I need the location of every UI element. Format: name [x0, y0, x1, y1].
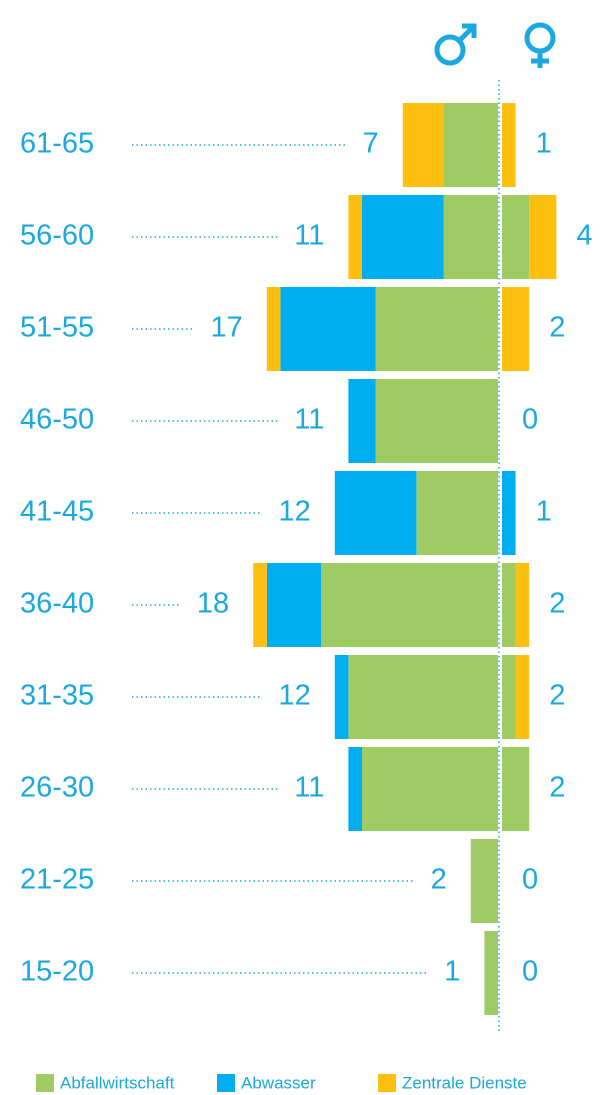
male-bar — [443, 103, 498, 187]
male-bar — [416, 471, 498, 555]
male-bar — [348, 379, 376, 463]
female-bar — [502, 287, 530, 371]
male-bar — [470, 839, 498, 923]
age-label: 56-60 — [20, 220, 94, 252]
female-total: 4 — [576, 220, 592, 252]
female-total: 2 — [549, 312, 565, 344]
male-total: 18 — [197, 588, 229, 620]
male-bar — [362, 195, 444, 279]
age-label: 46-50 — [20, 404, 94, 436]
male-total: 1 — [444, 956, 460, 988]
female-bar — [502, 655, 516, 739]
age-label: 21-25 — [20, 864, 94, 896]
female-total: 0 — [522, 864, 538, 896]
age-label: 51-55 — [20, 312, 94, 344]
male-bar — [280, 287, 376, 371]
female-bar — [502, 471, 516, 555]
male-bar — [266, 287, 281, 371]
male-bar — [375, 379, 498, 463]
male-bar — [484, 931, 498, 1015]
female-total: 0 — [522, 404, 538, 436]
male-bar — [334, 655, 349, 739]
female-bar — [502, 103, 516, 187]
female-total: 2 — [549, 588, 565, 620]
legend-label: Abfallwirtschaft — [60, 1073, 175, 1092]
female-bar — [502, 747, 530, 831]
male-total: 12 — [279, 496, 311, 528]
age-label: 61-65 — [20, 128, 94, 160]
age-label: 41-45 — [20, 496, 94, 528]
male-bar — [348, 655, 498, 739]
age-label: 36-40 — [20, 588, 94, 620]
male-total: 2 — [431, 864, 447, 896]
female-bar — [515, 655, 530, 739]
female-icon — [524, 22, 556, 68]
female-total: 2 — [549, 680, 565, 712]
male-bar — [334, 471, 417, 555]
male-bar — [362, 747, 498, 831]
female-bar — [502, 563, 516, 647]
legend-label: Zentrale Dienste — [402, 1073, 527, 1092]
legend-swatch — [378, 1074, 396, 1092]
female-total: 1 — [536, 128, 552, 160]
male-total: 11 — [294, 404, 324, 436]
female-bar — [529, 195, 557, 279]
male-bar — [348, 195, 362, 279]
male-bar — [402, 103, 444, 187]
legend-label: Abwasser — [241, 1073, 316, 1092]
female-total: 2 — [549, 772, 565, 804]
male-bar — [266, 563, 322, 647]
female-bar — [502, 195, 530, 279]
age-label: 15-20 — [20, 956, 94, 988]
female-total: 0 — [522, 956, 538, 988]
male-bar — [443, 195, 498, 279]
male-icon — [434, 23, 477, 66]
female-bar — [515, 563, 530, 647]
age-label: 31-35 — [20, 680, 94, 712]
legend-swatch — [217, 1074, 235, 1092]
legend-swatch — [36, 1074, 54, 1092]
male-bar — [348, 747, 362, 831]
male-total: 11 — [294, 220, 324, 252]
male-total: 11 — [294, 772, 324, 804]
male-total: 17 — [211, 312, 243, 344]
male-total: 7 — [363, 128, 379, 160]
male-bar — [253, 563, 267, 647]
male-total: 12 — [279, 680, 311, 712]
male-bar — [375, 287, 498, 371]
age-label: 26-30 — [20, 772, 94, 804]
female-total: 1 — [536, 496, 552, 528]
male-bar — [321, 563, 498, 647]
